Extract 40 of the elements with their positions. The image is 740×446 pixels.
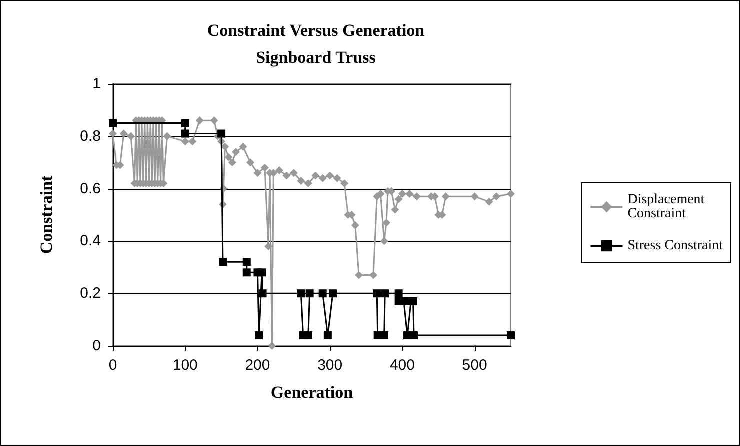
point — [297, 290, 306, 298]
point — [258, 290, 267, 298]
point — [381, 290, 390, 298]
x-tick-label: 400 — [390, 357, 415, 374]
x-tick-label: 200 — [245, 357, 270, 374]
point — [218, 130, 226, 138]
y-tick-label: 0.2 — [80, 285, 101, 302]
point — [394, 290, 403, 298]
point — [109, 119, 117, 128]
x-tick-label: 500 — [462, 357, 488, 374]
x-tick-label: 300 — [318, 357, 343, 374]
point — [181, 119, 190, 128]
point — [181, 130, 190, 138]
point — [242, 268, 251, 277]
point — [304, 332, 312, 340]
point — [373, 290, 382, 298]
point — [318, 290, 327, 298]
legend-label: Displacement Constraint — [628, 192, 705, 222]
point — [258, 268, 266, 277]
point — [306, 290, 314, 298]
y-tick-label: 1 — [92, 76, 101, 92]
point — [410, 332, 418, 340]
chart-title: Constraint Versus Generation — [207, 21, 426, 40]
y-tick-label: 0.6 — [80, 180, 101, 198]
y-tick-label: 0.8 — [80, 128, 101, 145]
point — [242, 258, 251, 266]
point — [380, 332, 388, 340]
chart-subtitle: Signboard Truss — [256, 48, 376, 67]
x-tick-label: 100 — [172, 357, 198, 374]
x-tick-label: 0 — [108, 357, 118, 374]
point — [324, 332, 332, 340]
x-axis-title: Generation — [270, 383, 354, 402]
point — [218, 258, 227, 266]
y-tick-label: 0.4 — [80, 232, 101, 250]
y-tick-label: 0 — [92, 338, 101, 354]
legend-label: Stress Constraint — [628, 238, 724, 254]
point — [328, 290, 337, 298]
point — [255, 332, 264, 340]
point — [507, 332, 515, 340]
y-axis-title: Constraint — [37, 175, 56, 254]
